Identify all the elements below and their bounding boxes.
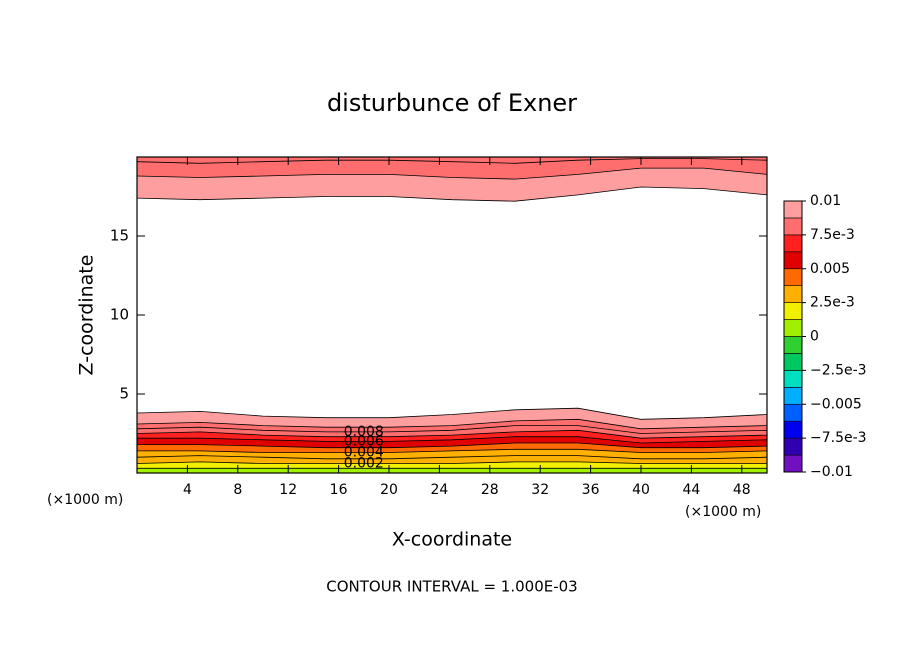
contour-label: 0.006	[344, 433, 384, 449]
contour-interval: CONTOUR INTERVAL = 1.000E-03	[326, 578, 577, 596]
contour-line	[137, 436, 768, 444]
colorbar-cell	[783, 217, 803, 236]
colorbar-cell	[783, 420, 803, 439]
contour-line	[136, 186, 768, 202]
colorbar-label: −0.01	[810, 464, 853, 480]
colorbar-cell	[783, 302, 803, 320]
x-tick-label: 8	[233, 482, 242, 498]
x-tick-label: 32	[531, 482, 549, 498]
contour-line	[136, 425, 768, 434]
contour-band	[137, 168, 767, 202]
colorbar-cell	[783, 319, 803, 337]
colorbar-cell	[783, 353, 803, 371]
contour-band	[137, 468, 767, 473]
y-unit-label: (×1000 m)	[47, 492, 123, 508]
x-tick-label: 28	[481, 482, 499, 498]
colorbar-cell	[783, 437, 803, 456]
colorbar-label: −2.5e-3	[810, 362, 867, 378]
x-tick-label: 16	[330, 482, 348, 498]
colorbar-cell	[783, 285, 803, 303]
contour-line	[136, 407, 768, 420]
contour-line	[136, 461, 767, 464]
contour-band	[137, 425, 767, 439]
colorbar-label: 0.01	[810, 193, 841, 209]
x-tick-label: 20	[380, 482, 398, 498]
contour-label: 0.008	[344, 424, 384, 440]
x-tick-label: 48	[733, 482, 751, 498]
y-tick-label: 15	[110, 227, 129, 245]
colorbar-cell	[783, 403, 803, 422]
y-axis-label: Z-coordinate	[76, 255, 98, 376]
contour-line	[136, 418, 768, 430]
colorbar-label: 0	[810, 329, 819, 345]
x-tick-label: 40	[632, 482, 650, 498]
contour-band	[137, 157, 767, 164]
x-tick-label: 44	[682, 482, 700, 498]
contour-band	[137, 158, 767, 180]
contour-label: 0.004	[344, 444, 384, 460]
contour-band	[137, 449, 767, 459]
colorbar-cell	[783, 268, 803, 286]
colorbar-cell	[783, 234, 803, 253]
contour-line	[137, 442, 768, 449]
contour-line	[136, 455, 768, 460]
colorbar-cell	[783, 387, 803, 405]
colorbar-cell	[783, 336, 803, 354]
colorbar-cell	[783, 251, 803, 270]
contour-line	[136, 429, 768, 439]
x-axis-label: X-coordinate	[392, 529, 512, 551]
colorbar-label: 0.005	[810, 261, 850, 277]
contour-band	[137, 419, 767, 434]
colorbar-cell	[783, 370, 803, 388]
contour-line	[136, 158, 768, 164]
colorbar-label: 7.5e-3	[810, 227, 855, 243]
colorbar-label: −7.5e-3	[810, 430, 867, 446]
contour-line	[137, 448, 768, 453]
colorbar-label: 2.5e-3	[810, 295, 855, 311]
x-tick-label: 12	[279, 482, 297, 498]
contour-label: 0.002	[344, 456, 384, 472]
contour-line	[136, 167, 768, 180]
x-unit-label: (×1000 m)	[685, 504, 761, 520]
x-tick-label: 4	[183, 482, 192, 498]
y-tick-label: 5	[119, 385, 129, 403]
x-tick-label: 24	[430, 482, 448, 498]
colorbar-cell	[783, 454, 803, 473]
colorbar-cell	[783, 200, 803, 219]
x-tick-label: 36	[582, 482, 600, 498]
colorbar-label: −0.005	[810, 396, 862, 412]
chart-title: disturbunce of Exner	[327, 89, 577, 117]
y-tick-label: 10	[110, 306, 129, 324]
